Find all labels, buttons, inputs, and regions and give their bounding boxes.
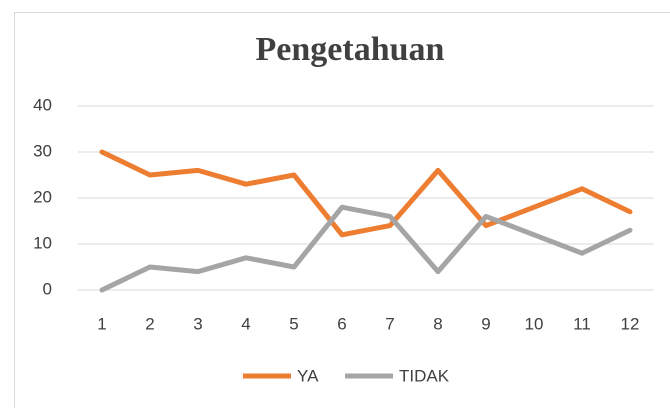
x-tick-label: 5 xyxy=(289,314,298,333)
y-tick-label: 0 xyxy=(43,279,52,298)
x-tick-label: 7 xyxy=(385,314,394,333)
legend-label: YA xyxy=(297,366,319,385)
x-tick-label: 1 xyxy=(97,314,106,333)
y-tick-label: 40 xyxy=(33,95,52,114)
x-tick-label: 11 xyxy=(573,314,591,333)
series-line xyxy=(99,204,633,293)
x-tick-label: 9 xyxy=(481,314,490,333)
x-tick-label: 12 xyxy=(621,314,640,333)
x-tick-label: 8 xyxy=(433,314,442,333)
x-tick-label: 10 xyxy=(525,314,544,333)
x-tick-label: 2 xyxy=(145,314,154,333)
series-line xyxy=(99,149,633,238)
x-tick-label: 4 xyxy=(241,314,250,333)
x-tick-label: 3 xyxy=(193,314,202,333)
legend-label: TIDAK xyxy=(399,366,450,385)
y-tick-label: 10 xyxy=(33,233,52,252)
x-tick-label: 6 xyxy=(337,314,346,333)
y-tick-label: 30 xyxy=(33,141,52,160)
chart-title: Pengetahuan xyxy=(256,31,445,68)
y-tick-label: 20 xyxy=(33,187,52,206)
